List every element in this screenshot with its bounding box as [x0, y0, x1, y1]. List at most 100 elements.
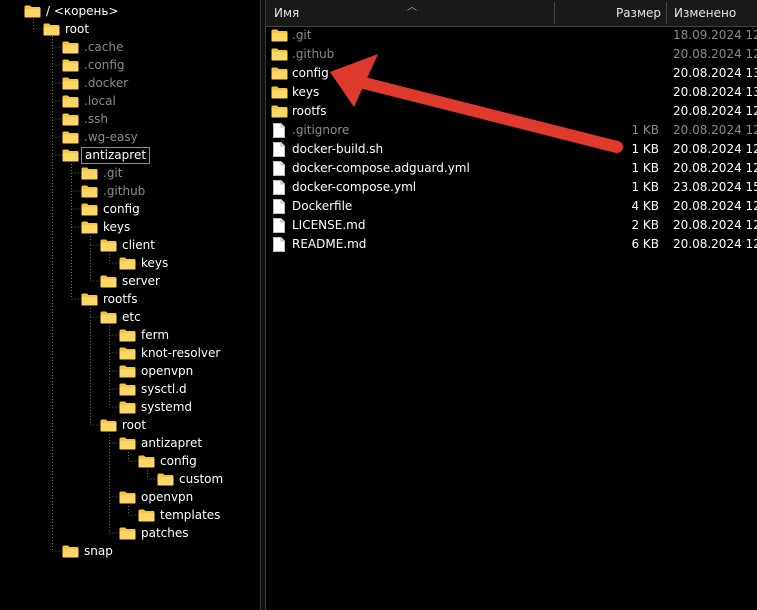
tree-node-label: root [65, 22, 90, 36]
file-row[interactable]: config 20.08.2024 13:03 [266, 64, 757, 83]
file-name-label: docker-compose.adguard.yml [292, 161, 470, 175]
tree-node-label: antizapret [81, 146, 151, 164]
file-row[interactable]: .git 18.09.2024 12:53 [266, 26, 757, 45]
tree-node[interactable]: knot-resolver [119, 344, 220, 362]
folder-tree-panel[interactable]: / <корень> root .cache .config .docker .local… [0, 0, 261, 610]
tree-node-label: knot-resolver [141, 346, 221, 360]
tree-node-label: config [103, 202, 140, 216]
file-modified-date: 20.08.2024 12:54 [673, 237, 757, 251]
file-icon [273, 237, 285, 252]
file-icon [273, 142, 285, 157]
file-name-label: keys [292, 85, 320, 99]
file-modified-date: 20.08.2024 12:54 [673, 161, 757, 175]
file-row[interactable]: keys 20.08.2024 13:03 [266, 83, 757, 102]
column-header-size[interactable]: Размер [615, 6, 661, 20]
tree-connector-lines [33, 19, 157, 552]
file-row-name: .git [271, 26, 311, 45]
tree-node[interactable]: antizapret [62, 146, 151, 164]
tree-node[interactable]: .local [62, 92, 116, 110]
tree-node[interactable]: openvpn [119, 488, 193, 506]
folder-icon [157, 473, 174, 486]
file-icon [273, 218, 285, 233]
folder-icon [62, 59, 79, 72]
file-row[interactable]: docker-compose.adguard.yml 1 KB 20.08.2024… [266, 159, 757, 178]
file-name-label: docker-build.sh [292, 142, 384, 156]
tree-node[interactable]: .docker [62, 74, 128, 92]
tree-node[interactable]: .ssh [62, 110, 108, 128]
file-list-panel[interactable]: Имя ︿ Размер Изменено .git 18.09.2024 12:… [265, 0, 757, 610]
column-header-name[interactable]: Имя [274, 6, 300, 20]
file-icon [273, 180, 285, 195]
folder-icon [119, 347, 136, 360]
tree-node[interactable]: server [100, 272, 160, 290]
tree-node[interactable]: patches [119, 524, 189, 542]
tree-node[interactable]: client [100, 236, 155, 254]
file-modified-date: 20.08.2024 12:54 [673, 142, 757, 156]
file-icon [273, 161, 285, 176]
file-name-label: .git [292, 28, 312, 42]
file-name-label: rootfs [292, 104, 327, 118]
file-row[interactable]: .gitignore 1 KB 20.08.2024 12:54 [266, 121, 757, 140]
tree-node[interactable]: config [81, 200, 140, 218]
folder-icon [81, 293, 98, 306]
column-header-modified[interactable]: Изменено [674, 6, 737, 20]
tree-node[interactable]: snap [62, 542, 113, 560]
file-modified-date: 20.08.2024 12:54 [673, 104, 757, 118]
folder-icon [62, 113, 79, 126]
folder-icon [119, 437, 136, 450]
tree-node[interactable]: root [43, 20, 89, 38]
tree-node[interactable]: rootfs [81, 290, 138, 308]
tree-node[interactable]: custom [157, 470, 223, 488]
folder-icon [81, 167, 98, 180]
tree-node[interactable]: keys [119, 254, 168, 272]
tree-node[interactable]: .github [81, 182, 145, 200]
folder-icon [271, 86, 288, 99]
tree-node[interactable]: keys [81, 218, 130, 236]
tree-node-label: rootfs [103, 292, 138, 306]
tree-node[interactable]: templates [138, 506, 220, 524]
file-size: 1 KB [631, 142, 659, 156]
tree-node[interactable]: / <корень> [24, 2, 118, 20]
tree-node[interactable]: antizapret [119, 434, 202, 452]
file-row[interactable]: README.md 6 KB 20.08.2024 12:54 [266, 235, 757, 254]
tree-node[interactable]: systemd [119, 398, 192, 416]
tree-node[interactable]: sysctl.d [119, 380, 187, 398]
folder-icon [62, 41, 79, 54]
folder-icon [271, 67, 288, 80]
folder-icon [62, 545, 79, 558]
folder-icon [100, 419, 117, 432]
tree-node[interactable]: .git [81, 164, 122, 182]
folder-icon [119, 365, 136, 378]
folder-icon [81, 185, 98, 198]
tree-node-label: custom [179, 472, 224, 486]
file-row[interactable]: .github 20.08.2024 12:54 [266, 45, 757, 64]
tree-node[interactable]: etc [100, 308, 141, 326]
column-separator[interactable] [666, 2, 667, 24]
file-row[interactable]: Dockerfile 4 KB 20.08.2024 12:54 [266, 197, 757, 216]
folder-icon [62, 77, 79, 90]
file-row[interactable]: rootfs 20.08.2024 12:54 [266, 102, 757, 121]
tree-node[interactable]: .cache [62, 38, 123, 56]
folder-icon [100, 239, 117, 252]
tree-node[interactable]: config [138, 452, 197, 470]
folder-icon [119, 527, 136, 540]
panel-splitter[interactable] [261, 0, 265, 610]
file-row[interactable]: docker-compose.yml 1 KB 23.08.2024 15:30 [266, 178, 757, 197]
tree-node[interactable]: openvpn [119, 362, 193, 380]
tree-node[interactable]: .wg-easy [62, 128, 138, 146]
folder-icon [24, 5, 41, 18]
tree-node[interactable]: .config [62, 56, 125, 74]
file-modified-date: 20.08.2024 13:03 [673, 66, 757, 80]
tree-node[interactable]: root [100, 416, 146, 434]
tree-node-label: systemd [141, 400, 192, 414]
file-row[interactable]: LICENSE.md 2 KB 20.08.2024 12:54 [266, 216, 757, 235]
file-row-name: config [271, 64, 329, 83]
file-row[interactable]: docker-build.sh 1 KB 20.08.2024 12:54 [266, 140, 757, 159]
column-separator[interactable] [554, 2, 555, 24]
file-row-name: rootfs [271, 102, 327, 121]
tree-node-label: .git [103, 166, 123, 180]
folder-icon [62, 149, 79, 162]
tree-node[interactable]: ferm [119, 326, 169, 344]
file-modified-date: 18.09.2024 12:53 [673, 28, 757, 42]
folder-icon [100, 311, 117, 324]
